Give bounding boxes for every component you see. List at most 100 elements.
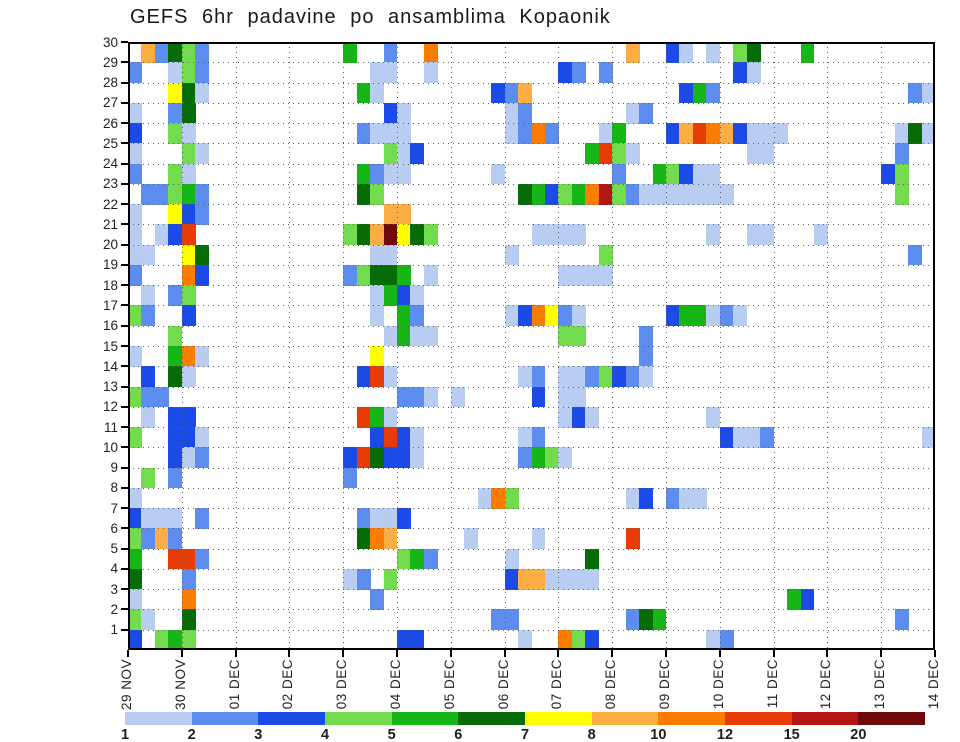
heatmap-cell <box>410 427 425 448</box>
heatmap-cell <box>397 508 411 529</box>
y-tick-label: 29 <box>102 54 118 70</box>
heatmap-cell <box>397 264 411 286</box>
heatmap-cell <box>585 548 600 570</box>
heatmap-cell <box>612 366 627 388</box>
heatmap-cell <box>181 629 196 651</box>
heatmap-cell <box>168 285 183 306</box>
heatmap-cell <box>195 143 210 165</box>
heatmap-cell <box>571 62 586 84</box>
heatmap-cell <box>410 447 425 469</box>
heatmap-cell <box>666 183 680 205</box>
heatmap-cell <box>760 123 775 144</box>
heatmap-cell <box>181 62 196 84</box>
heatmap-cell <box>679 487 694 509</box>
heatmap-cell <box>383 366 398 388</box>
heatmap-cell <box>168 62 183 84</box>
y-axis-tick <box>121 284 128 287</box>
heatmap-cell <box>181 264 196 286</box>
heatmap-cell <box>168 42 183 63</box>
colorbar-segment <box>591 712 659 725</box>
heatmap-cell <box>518 183 532 205</box>
y-axis-tick <box>121 466 128 469</box>
heatmap-cell <box>410 548 425 570</box>
heatmap-cell <box>141 467 156 489</box>
heatmap-cell <box>195 62 210 84</box>
heatmap-cell <box>141 285 156 306</box>
heatmap-cell <box>128 62 142 84</box>
y-axis-tick <box>121 608 128 611</box>
heatmap-cell <box>356 508 371 529</box>
x-tick-label: 02 DEC <box>280 659 296 710</box>
heatmap-cell <box>383 204 398 225</box>
x-tick-label: 05 DEC <box>441 659 457 710</box>
heatmap-cell <box>141 183 156 205</box>
x-axis-tick <box>449 650 452 657</box>
heatmap-cell <box>356 406 371 428</box>
y-axis-tick <box>121 405 128 408</box>
heatmap-cell <box>181 204 196 225</box>
colorbar-tick-label: 20 <box>850 727 867 742</box>
heatmap-cell <box>733 123 748 144</box>
heatmap-cell <box>397 163 411 185</box>
heatmap-cell <box>908 82 923 104</box>
y-axis-tick <box>121 162 128 165</box>
heatmap-cell <box>639 183 654 205</box>
heatmap-cell <box>128 589 142 610</box>
heatmap-cell <box>410 305 425 327</box>
heatmap-cell <box>571 386 586 408</box>
colorbar-tick-label: 5 <box>387 727 396 742</box>
heatmap-cell <box>383 285 398 306</box>
heatmap-cell <box>383 406 398 428</box>
y-axis-tick <box>121 527 128 530</box>
heatmap-cell <box>760 143 775 165</box>
heatmap-cell <box>370 183 385 205</box>
y-tick-label: 21 <box>102 216 118 232</box>
heatmap-cell <box>625 366 640 388</box>
heatmap-cell <box>423 62 438 84</box>
heatmap-cell <box>383 62 398 84</box>
y-tick-label: 7 <box>110 500 118 516</box>
heatmap-cell <box>544 183 559 205</box>
heatmap-cell <box>585 629 600 651</box>
heatmap-cell <box>639 609 654 631</box>
colorbar-tick-label: 15 <box>783 727 800 742</box>
heatmap-cell <box>397 224 411 246</box>
heatmap-cell <box>612 123 627 144</box>
heatmap-cell <box>719 305 734 327</box>
heatmap-cell <box>168 82 183 104</box>
heatmap-cell <box>383 447 398 469</box>
heatmap-cell <box>168 447 183 469</box>
heatmap-cell <box>598 62 613 84</box>
heatmap-cell <box>154 224 169 246</box>
colorbar-segment <box>725 712 793 725</box>
colorbar-segment <box>658 712 726 725</box>
heatmap-cell <box>343 467 358 489</box>
heatmap-cell <box>128 102 142 124</box>
heatmap-cell <box>504 305 519 327</box>
heatmap-cell <box>571 224 586 246</box>
heatmap-cell <box>787 589 801 610</box>
heatmap-cell <box>356 163 371 185</box>
heatmap-cell <box>370 264 385 286</box>
heatmap-cell <box>625 42 640 63</box>
heatmap-cell <box>773 123 788 144</box>
heatmap-cell <box>518 447 532 469</box>
heatmap-cell <box>343 224 358 246</box>
y-axis-tick <box>121 345 128 347</box>
heatmap-cell <box>128 204 142 225</box>
heatmap-cell <box>625 143 640 165</box>
y-axis-tick <box>121 365 128 368</box>
grid-line-vertical <box>343 42 345 650</box>
heatmap-cell <box>558 224 573 246</box>
heatmap-cell <box>531 183 546 205</box>
heatmap-cell <box>423 224 438 246</box>
heatmap-cell <box>558 325 573 347</box>
heatmap-cell <box>706 629 721 651</box>
heatmap-cell <box>531 366 546 388</box>
heatmap-cell <box>571 406 586 428</box>
heatmap-cell <box>168 325 183 347</box>
colorbar-segment <box>325 712 393 725</box>
heatmap-cell <box>181 143 196 165</box>
heatmap-cell <box>531 447 546 469</box>
heatmap-cell <box>598 264 613 286</box>
